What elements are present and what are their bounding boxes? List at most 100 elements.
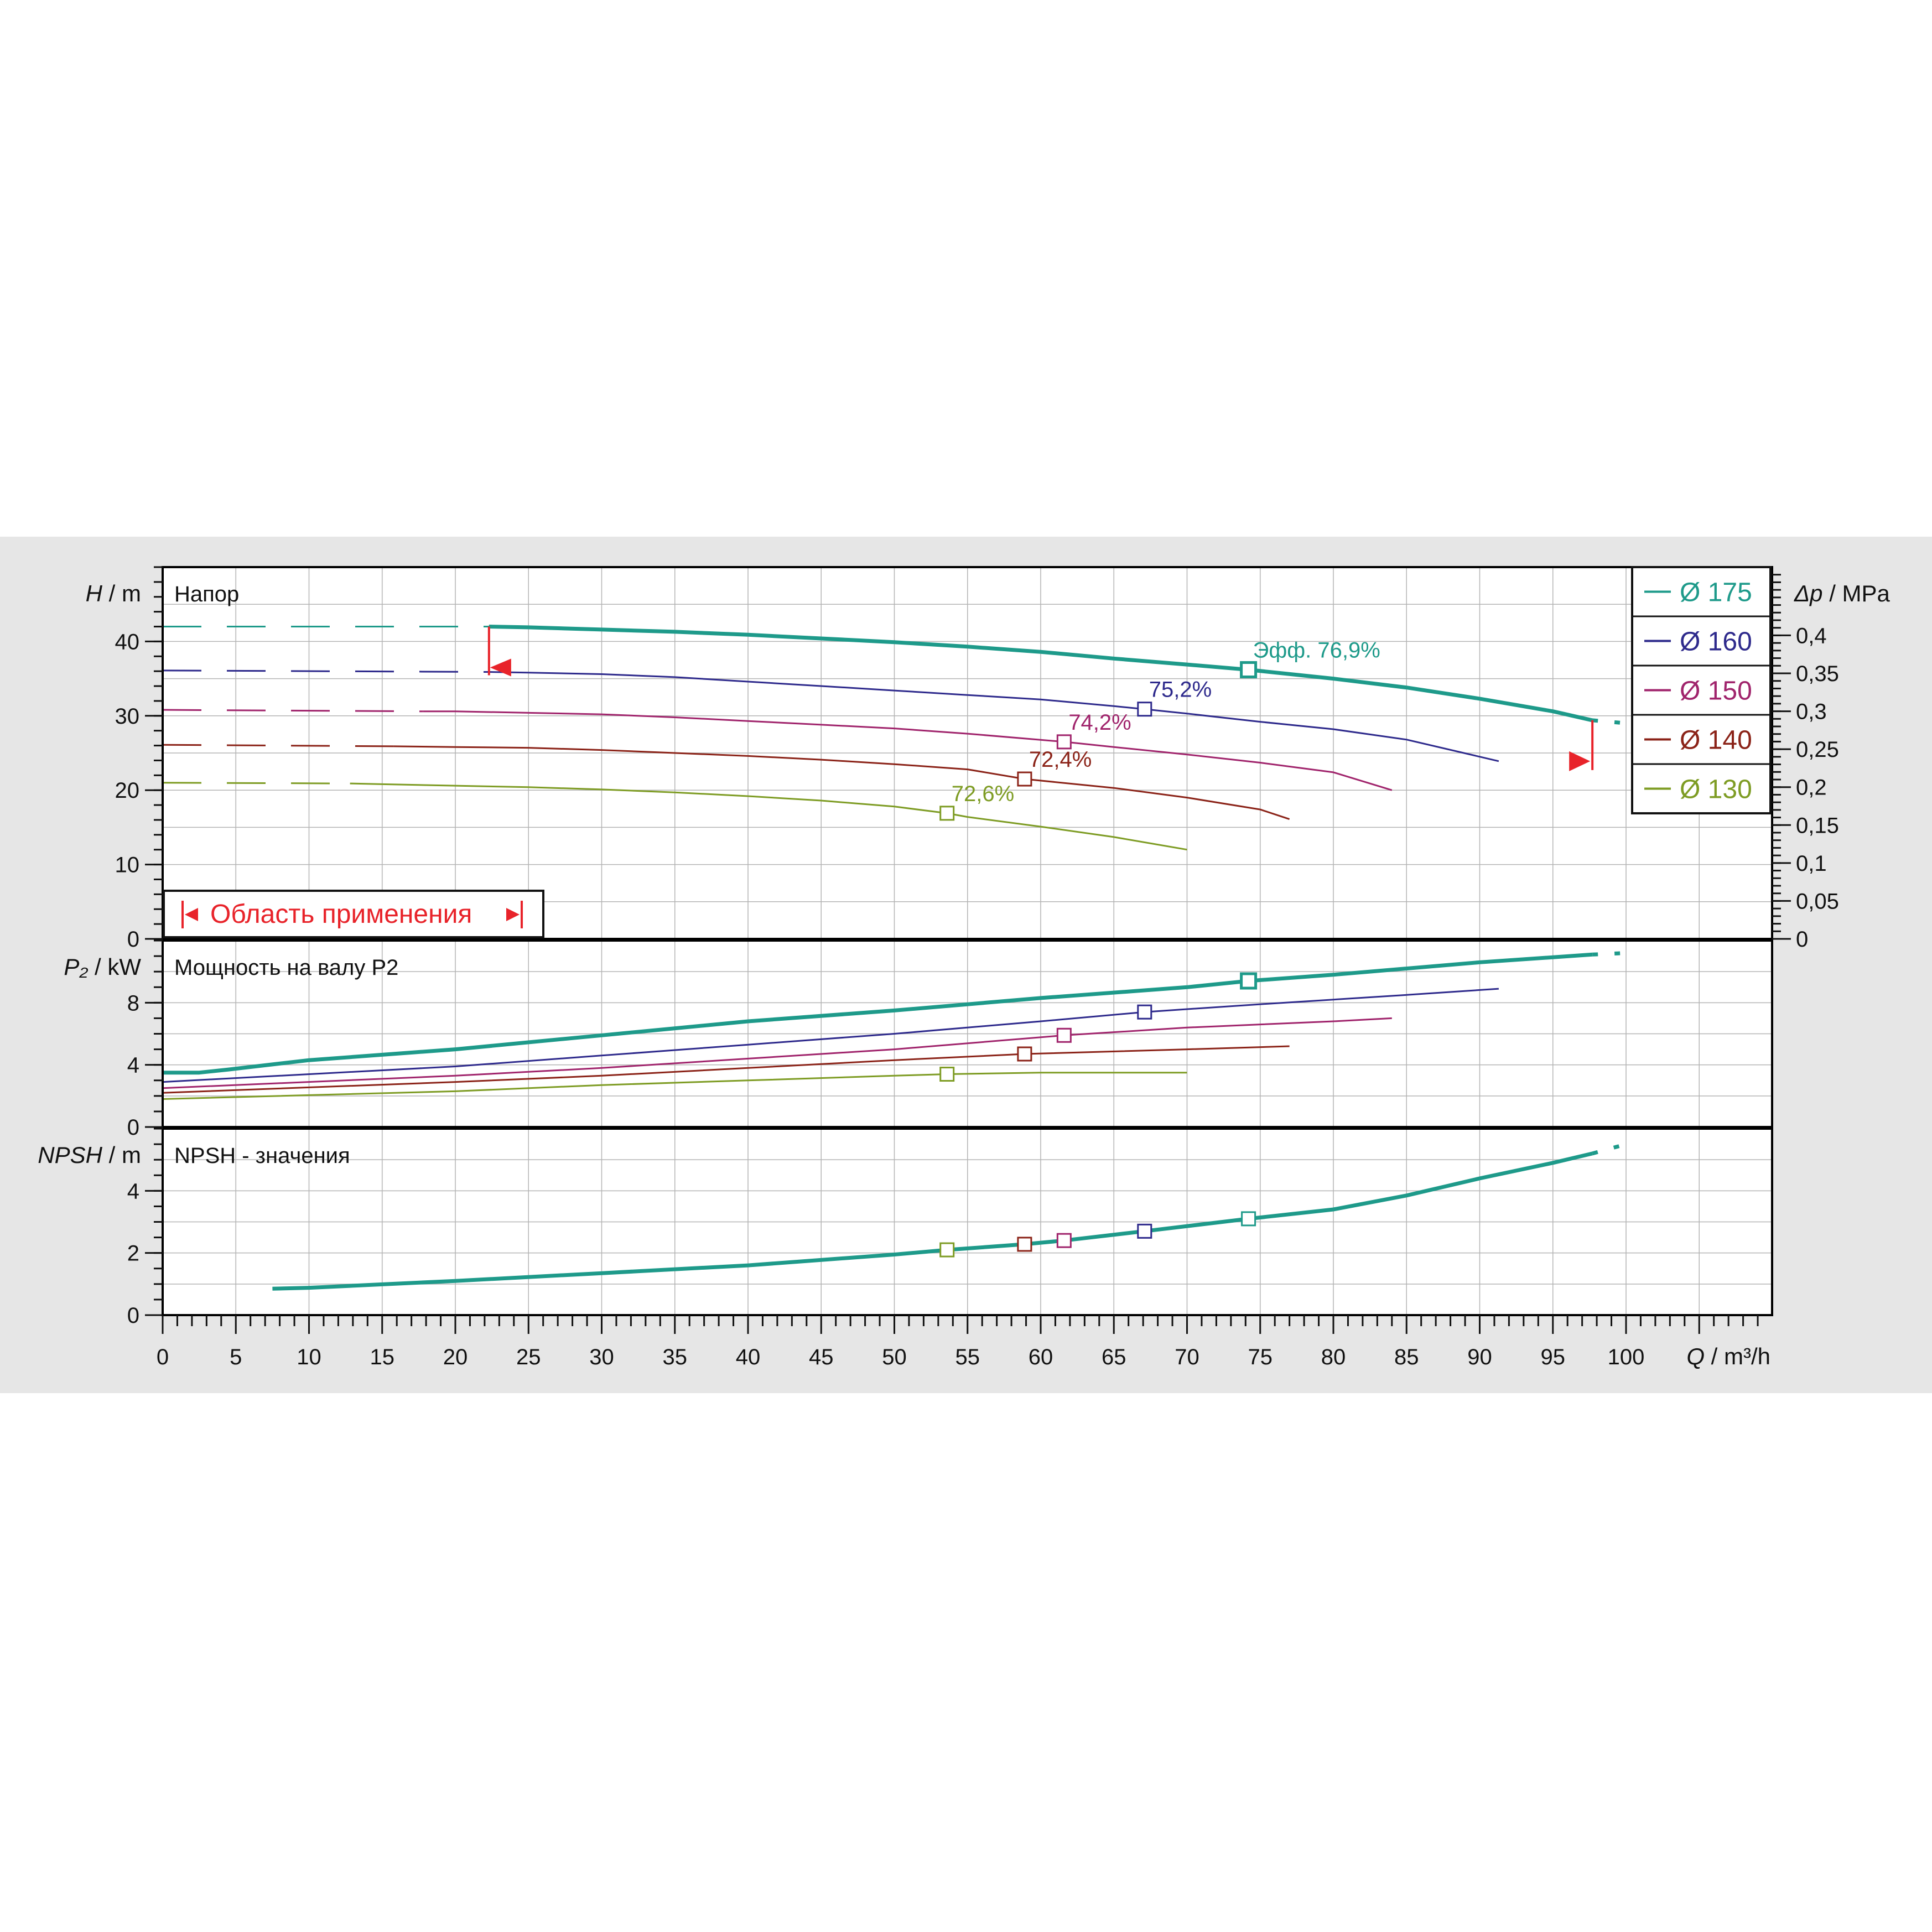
y2-ticks <box>1772 574 1791 940</box>
x-tick-label: 95 <box>1541 1345 1566 1369</box>
y-tick-label: 20 <box>115 778 140 803</box>
y-axis-variable: NPSH <box>38 1142 102 1168</box>
x-tick-label: 20 <box>443 1345 468 1369</box>
bep-label: 75,2% <box>1149 678 1212 702</box>
bep-label: 74,2% <box>1068 710 1131 735</box>
max-flow-limit-arrow <box>1569 751 1591 771</box>
bep-marker-head-1 <box>1137 702 1152 717</box>
y2-axis-label: Δp / MPa <box>1794 580 1891 606</box>
bep-marker-head-0 <box>1240 661 1258 678</box>
range-left-arrow <box>185 908 198 921</box>
y2-tick-label: 0,2 <box>1796 776 1827 800</box>
y-axis-variable: P₂ <box>64 954 88 980</box>
x-tick-label: 60 <box>1029 1345 1053 1369</box>
x-tick-label: 50 <box>882 1345 907 1369</box>
bep-marker-head-2 <box>1056 734 1072 750</box>
y2-tick-label: 0,3 <box>1796 700 1827 724</box>
y2-tick-label: 0 <box>1796 927 1808 952</box>
legend-entry: Ø 160 <box>1680 627 1752 657</box>
x-tick-label: 40 <box>736 1345 761 1369</box>
x-tick-label: 0 <box>157 1345 169 1369</box>
legend-entry: Ø 175 <box>1680 578 1752 607</box>
y-axis-label: P₂ / kW <box>64 954 141 980</box>
y-tick-label: 10 <box>115 853 140 877</box>
y-tick-label: 2 <box>127 1242 139 1266</box>
curve-dashed-head-2 <box>162 709 423 713</box>
y2-tick-label: 0,05 <box>1796 889 1839 913</box>
legend <box>1631 566 1772 814</box>
curve-head-0 <box>489 625 1593 723</box>
curve-power-2 <box>162 1017 1392 1089</box>
y-axis-variable: H <box>86 580 103 606</box>
curve-power-1 <box>162 988 1499 1083</box>
bep-marker-head-3 <box>1017 771 1032 787</box>
npsh-marker-0 <box>939 1242 955 1258</box>
legend-entry: Ø 150 <box>1680 677 1752 706</box>
curve-power-0 <box>163 952 1593 1075</box>
x-tick-label: 35 <box>663 1345 688 1369</box>
bep-marker-power-1 <box>1137 1004 1152 1020</box>
curve-head-1 <box>489 671 1499 762</box>
curve-dashed-head-3 <box>162 744 394 747</box>
x-tick-label: 55 <box>955 1345 980 1369</box>
y-tick-label: 30 <box>115 704 140 729</box>
y-tick-label: 8 <box>127 991 139 1015</box>
x-tick-label: 65 <box>1102 1345 1126 1369</box>
x-tick-label: 80 <box>1321 1345 1346 1369</box>
y2-tick-label: 0,35 <box>1796 662 1839 686</box>
curve-npsh-0 <box>272 1151 1593 1291</box>
application-range-frame <box>163 890 544 938</box>
x-axis-variable: Q <box>1686 1343 1705 1369</box>
x-tick-label: 30 <box>589 1345 614 1369</box>
npsh-marker-1 <box>1017 1237 1032 1252</box>
curve-dashed-head-1 <box>162 669 489 673</box>
x-tick-label: 5 <box>230 1345 242 1369</box>
x-tick-label: 90 <box>1467 1345 1492 1369</box>
x-tick-label: 15 <box>370 1345 395 1369</box>
curve-head-4 <box>350 782 1187 851</box>
y-axis-unit: / m <box>102 1142 141 1168</box>
curve-power-3 <box>162 1045 1290 1094</box>
y-axis-label: H / m <box>86 580 141 606</box>
npsh-marker-4 <box>1241 1211 1256 1227</box>
y-tick-label: 0 <box>127 1115 139 1140</box>
x-tick-label: 75 <box>1248 1345 1273 1369</box>
panel-title-power: Мощность на валу P2 <box>174 955 398 980</box>
npsh-marker-3 <box>1137 1223 1152 1239</box>
x-tick-label: 100 <box>1608 1345 1645 1369</box>
y2-axis-unit: / MPa <box>1823 580 1891 606</box>
curve-head-3 <box>393 745 1290 820</box>
min-flow-limit-arrow <box>490 658 511 677</box>
x-ticks <box>162 1315 1759 1334</box>
y-tick-label: 40 <box>115 630 140 654</box>
bep-marker-power-4 <box>939 1067 955 1082</box>
x-tick-label: 70 <box>1175 1345 1199 1369</box>
x-tick-label: 85 <box>1394 1345 1419 1369</box>
application-range-label: Область применения <box>210 900 472 929</box>
y-axis-label: NPSH / m <box>38 1142 141 1168</box>
y2-tick-label: 0,15 <box>1796 813 1839 838</box>
y-tick-label: 4 <box>127 1179 139 1203</box>
y-tick-label: 0 <box>127 927 139 952</box>
y-axis-unit: / kW <box>88 954 141 980</box>
panel-frame-0 <box>162 566 1773 940</box>
y-tick-label: 0 <box>127 1303 139 1328</box>
y2-tick-label: 0,4 <box>1796 624 1827 648</box>
y-ticks <box>145 566 163 1316</box>
bep-label: 72,6% <box>952 782 1014 806</box>
y-axis-unit: / m <box>102 580 141 606</box>
legend-entry: Ø 130 <box>1680 775 1752 804</box>
y2-axis-variable: Δp <box>1794 580 1823 606</box>
bep-label: Эфф. 76,9% <box>1253 638 1380 662</box>
curve-head-2 <box>423 710 1393 791</box>
npsh-marker-2 <box>1056 1233 1072 1248</box>
bep-label: 72,4% <box>1029 747 1092 772</box>
y-tick-label: 4 <box>127 1053 139 1078</box>
range-right-arrow <box>506 908 520 921</box>
x-axis-unit: / m³/h <box>1705 1343 1770 1369</box>
x-axis-label: Q / m³/h <box>1686 1343 1770 1369</box>
bep-marker-head-4 <box>939 806 955 821</box>
y2-tick-label: 0,1 <box>1796 851 1827 876</box>
application-range-box <box>163 890 544 938</box>
